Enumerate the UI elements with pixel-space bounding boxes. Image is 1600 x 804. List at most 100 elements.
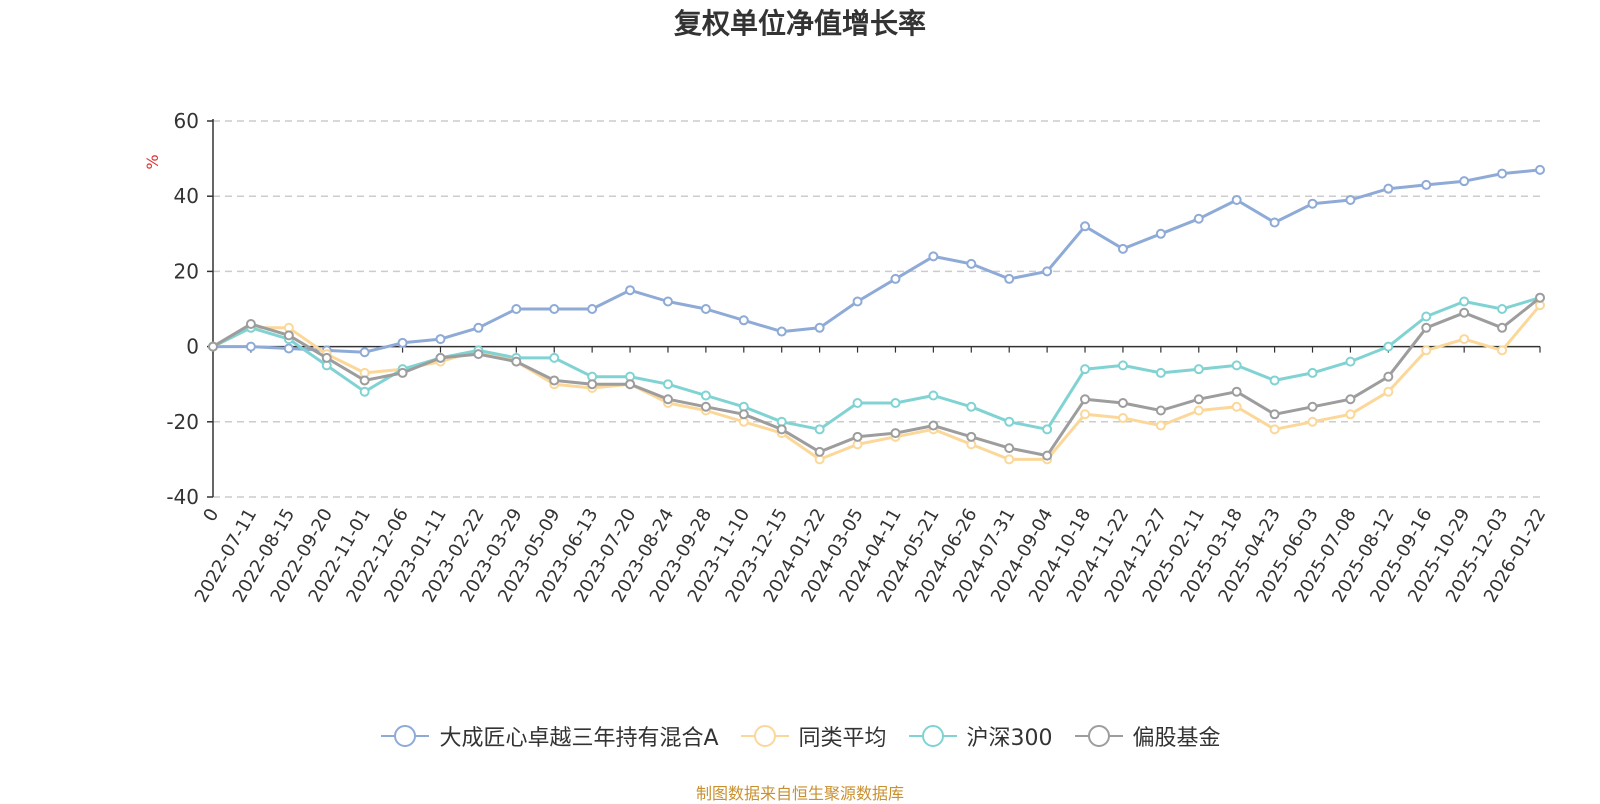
series-1 (208, 164, 1545, 358)
data-point (890, 398, 901, 408)
legend-item-1[interactable]: 大成匠心卓越三年持有混合A (379, 720, 719, 752)
chart-title: 复权单位净值增长率 (673, 7, 926, 40)
series-lines (208, 164, 1545, 465)
data-point (852, 296, 863, 307)
data-point (966, 431, 977, 442)
data-point (1497, 345, 1508, 356)
y-tick-label: 0 (186, 335, 199, 359)
data-point (1345, 356, 1356, 367)
data-point (1459, 176, 1470, 187)
series-line (212, 296, 1541, 458)
data-point (966, 401, 977, 412)
data-point (1459, 307, 1470, 318)
legend: 大成匠心卓越三年持有混合A 同类平均 沪深300 偏股基金 (0, 720, 1600, 752)
data-point (852, 398, 863, 408)
data-point (1117, 413, 1128, 424)
data-point (549, 352, 560, 363)
data-point (890, 428, 901, 439)
data-point (1231, 386, 1242, 397)
axes: -40-20020406002022-07-112022-08-152022-0… (166, 109, 1550, 606)
legend-item-4[interactable]: 偏股基金 (1073, 720, 1221, 752)
series-line (213, 168, 1541, 354)
data-point (1080, 409, 1091, 420)
data-point (549, 304, 560, 314)
data-point (208, 341, 218, 352)
data-point (776, 424, 787, 435)
data-point (1004, 273, 1015, 284)
data-point (1383, 341, 1394, 352)
data-point (700, 401, 711, 412)
data-point (1042, 424, 1053, 435)
data-point (1497, 322, 1508, 333)
data-point (776, 326, 787, 337)
data-point (814, 446, 825, 457)
data-point (1269, 375, 1280, 386)
data-point (1117, 398, 1128, 408)
data-point (245, 319, 256, 330)
data-point (890, 273, 901, 284)
data-point (1383, 371, 1394, 382)
data-point (625, 285, 636, 296)
data-point (1231, 401, 1242, 412)
data-point (473, 349, 484, 360)
legend-swatch-icon (1074, 725, 1123, 747)
y-tick-label: 20 (174, 259, 199, 283)
series-2 (208, 300, 1545, 465)
data-point (928, 390, 939, 401)
legend-swatch-icon (740, 725, 789, 747)
data-point (1269, 424, 1280, 435)
data-point (283, 330, 294, 341)
data-point (1004, 443, 1015, 454)
series-line (212, 304, 1542, 461)
data-point (700, 390, 711, 401)
data-point (1193, 394, 1204, 405)
data-point (1383, 386, 1394, 397)
data-point (1042, 450, 1053, 461)
data-point (1535, 164, 1545, 175)
data-point (473, 322, 484, 333)
data-point (1421, 179, 1432, 190)
data-point (738, 315, 749, 326)
data-point (625, 379, 636, 390)
y-tick-label: -20 (166, 410, 199, 434)
legend-swatch-icon (908, 725, 957, 747)
data-point (397, 367, 408, 378)
data-point (1193, 213, 1204, 224)
line-chart: -40-20020406002022-07-112022-08-152022-0… (143, 109, 1550, 606)
data-point (435, 352, 446, 363)
source-note: 制图数据来自恒生聚源数据库 (695, 784, 904, 803)
y-tick-label: 60 (174, 109, 199, 133)
data-point (1421, 345, 1432, 356)
data-point (1345, 194, 1356, 205)
data-point (852, 431, 863, 442)
data-point (1307, 198, 1318, 209)
data-point (1080, 221, 1091, 232)
legend-label: 同类平均 (798, 726, 887, 751)
data-point (700, 304, 711, 314)
data-point (662, 394, 673, 405)
data-point (1080, 394, 1091, 405)
data-point (1307, 367, 1318, 378)
y-tick-label: -40 (166, 485, 199, 509)
data-point (662, 379, 673, 390)
data-point (1269, 409, 1280, 420)
data-point (245, 341, 256, 352)
legend-item-2[interactable]: 同类平均 (739, 720, 887, 752)
data-point (549, 375, 560, 386)
legend-item-3[interactable]: 沪深300 (907, 720, 1053, 752)
data-point (1117, 360, 1128, 371)
data-point (1004, 416, 1015, 427)
data-point (587, 304, 598, 314)
legend-label: 沪深300 (966, 726, 1053, 751)
data-point (928, 420, 939, 431)
data-point (1535, 292, 1545, 303)
data-point (321, 352, 332, 363)
data-point (814, 424, 825, 435)
data-point (1345, 409, 1356, 420)
data-point (1421, 322, 1432, 333)
data-point (1193, 364, 1204, 375)
data-point (435, 334, 446, 345)
data-point (1345, 394, 1356, 405)
data-point (359, 347, 370, 358)
data-point (1155, 228, 1166, 239)
